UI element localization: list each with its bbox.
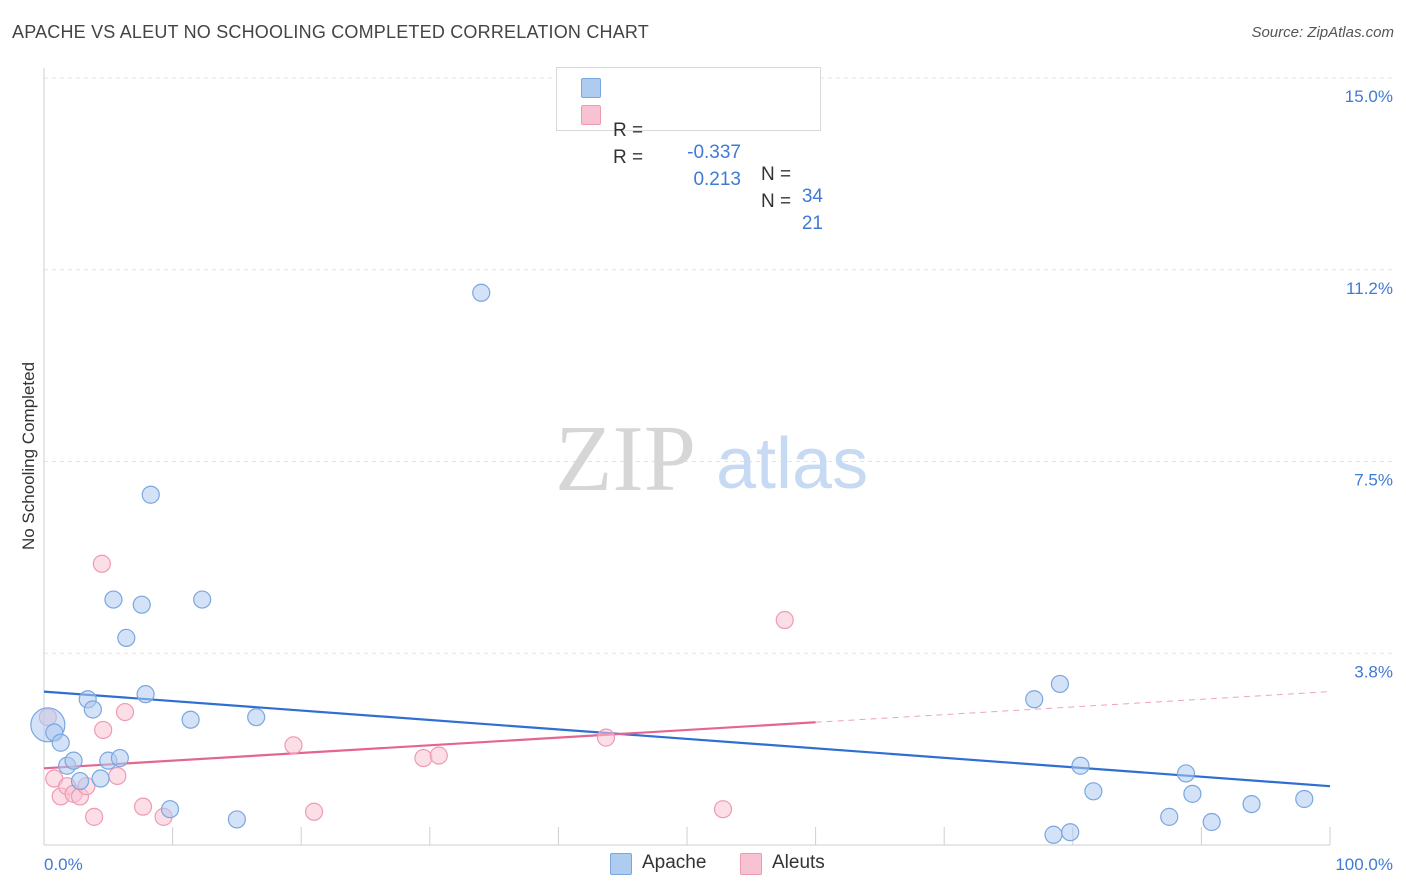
legend-n-value: 21 xyxy=(801,213,823,234)
correlation-legend: R = -0.337 N = 34 R = 0.213 N = 21 xyxy=(556,67,823,234)
point-apache xyxy=(1183,784,1202,803)
y-axis-label: No Schooling Completed xyxy=(19,362,38,550)
chart-title: APACHE VS ALEUT NO SCHOOLING COMPLETED C… xyxy=(12,22,649,42)
point-apache xyxy=(160,800,180,819)
watermark-zip: ZIP xyxy=(555,407,696,511)
legend-n-label: N = xyxy=(761,191,792,212)
point-aleuts xyxy=(304,802,324,821)
point-apache xyxy=(64,751,83,770)
watermark: ZIP atlas xyxy=(555,407,868,511)
point-aleuts xyxy=(133,797,153,816)
point-apache xyxy=(110,748,129,768)
legend-r-label: R = xyxy=(613,147,644,168)
legend-n-value: 34 xyxy=(801,186,823,207)
point-aleuts xyxy=(115,702,135,722)
trend-line-apache xyxy=(43,690,1331,788)
point-apache xyxy=(104,590,123,609)
y-tick-label: 11.2% xyxy=(1346,279,1393,298)
point-apache xyxy=(193,590,212,609)
point-apache xyxy=(136,685,155,704)
point-aleuts xyxy=(429,746,448,765)
point-apache xyxy=(1050,674,1070,694)
y-tick-label: 3.8% xyxy=(1354,662,1393,681)
point-apache xyxy=(181,710,200,729)
series-legend: Apache Aleuts xyxy=(610,852,850,876)
y-tick-label: 15.0% xyxy=(1345,87,1393,106)
point-aleuts xyxy=(94,720,113,740)
point-apache xyxy=(1044,825,1063,844)
legend-row-apache: R = -0.337 N = 34 xyxy=(581,76,823,207)
point-aleuts xyxy=(713,800,733,819)
point-apache xyxy=(227,810,246,829)
point-apache xyxy=(132,595,151,614)
point-apache xyxy=(1084,782,1103,801)
x-tick-label: 0.0% xyxy=(44,855,83,874)
point-apache xyxy=(141,485,160,504)
point-apache xyxy=(472,283,491,302)
point-apache xyxy=(1202,812,1221,832)
point-aleuts xyxy=(85,807,104,826)
trend-line-extension-aleuts xyxy=(815,691,1331,723)
legend-r-value: -0.337 xyxy=(687,142,741,163)
legend-r-value: 0.213 xyxy=(693,169,741,190)
legend-n-label: N = xyxy=(761,164,792,185)
point-apache xyxy=(1295,789,1314,809)
legend-label-aleuts: Aleuts xyxy=(772,852,825,873)
point-aleuts xyxy=(92,554,111,573)
point-aleuts xyxy=(108,766,127,786)
point-apache xyxy=(1160,807,1179,826)
legend-label-apache: Apache xyxy=(642,852,707,873)
point-aleuts xyxy=(775,610,794,630)
point-aleuts xyxy=(284,736,303,755)
legend-swatch-apache xyxy=(610,853,632,875)
point-apache xyxy=(247,708,266,727)
point-aleuts xyxy=(414,748,433,768)
point-apache xyxy=(91,769,110,788)
x-tick-label: 100.0% xyxy=(1335,855,1393,874)
trend-line-aleuts xyxy=(43,721,816,770)
grid-lines xyxy=(44,77,1392,654)
legend-row-aleuts: R = 0.213 N = 21 xyxy=(581,103,823,234)
legend-swatch-aleuts xyxy=(740,853,762,875)
data-points xyxy=(30,283,1314,844)
point-apache xyxy=(70,771,90,791)
legend-swatch-apache xyxy=(581,78,601,98)
legend-r-label: R = xyxy=(613,120,644,141)
point-apache xyxy=(1176,764,1196,783)
trend-lines xyxy=(43,690,1331,788)
point-apache xyxy=(1242,794,1261,814)
legend-swatch-aleuts xyxy=(581,105,601,125)
tick-labels: 3.8% 7.5% 11.2% 15.0% 0.0% 100.0% xyxy=(44,87,1393,874)
point-apache xyxy=(83,700,102,719)
watermark-atlas: atlas xyxy=(716,424,868,504)
source-credit: Source: ZipAtlas.com xyxy=(1251,24,1394,41)
point-apache xyxy=(117,628,136,648)
point-apache xyxy=(1061,823,1080,842)
point-apache xyxy=(1071,756,1090,775)
point-apache xyxy=(51,733,70,752)
y-tick-label: 7.5% xyxy=(1354,471,1393,490)
point-apache xyxy=(1025,690,1044,709)
point-aleuts xyxy=(596,728,616,747)
